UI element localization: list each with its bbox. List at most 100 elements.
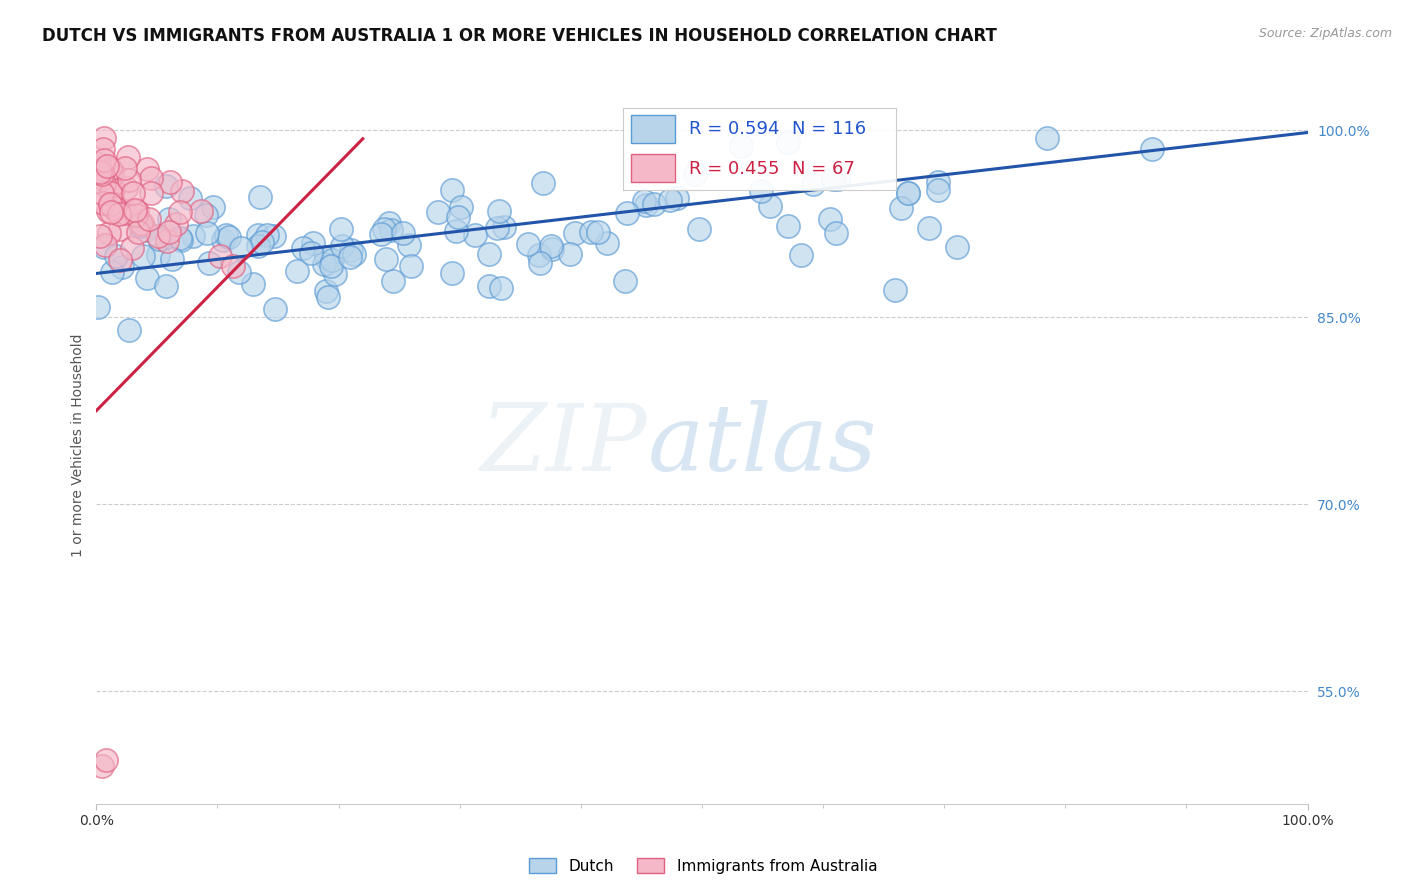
Point bbox=[441, 266, 464, 280]
Point bbox=[231, 241, 253, 255]
Point bbox=[114, 161, 136, 175]
Point bbox=[256, 228, 278, 243]
Point bbox=[131, 217, 153, 231]
Point bbox=[115, 181, 138, 195]
Point bbox=[540, 239, 562, 253]
Point bbox=[139, 170, 162, 185]
Point bbox=[198, 255, 221, 269]
Point bbox=[485, 221, 508, 235]
Point bbox=[134, 223, 156, 237]
Point bbox=[447, 210, 470, 224]
Point bbox=[117, 151, 139, 165]
Point bbox=[89, 165, 111, 179]
Point bbox=[426, 205, 449, 219]
Point bbox=[596, 235, 619, 250]
Point bbox=[146, 229, 169, 244]
Point bbox=[157, 212, 180, 227]
Point bbox=[97, 204, 120, 219]
Point bbox=[516, 236, 538, 251]
Text: Source: ZipAtlas.com: Source: ZipAtlas.com bbox=[1258, 27, 1392, 40]
Point bbox=[135, 162, 157, 177]
Point bbox=[440, 183, 463, 197]
Point bbox=[242, 277, 264, 291]
Point bbox=[165, 217, 187, 231]
Point bbox=[98, 197, 121, 211]
Point bbox=[399, 259, 422, 273]
Point bbox=[380, 223, 402, 237]
Point bbox=[211, 233, 233, 247]
Point bbox=[249, 190, 271, 204]
Text: atlas: atlas bbox=[647, 400, 877, 490]
Point bbox=[93, 131, 115, 145]
Point bbox=[170, 233, 193, 247]
Point bbox=[818, 212, 841, 227]
Text: DUTCH VS IMMIGRANTS FROM AUSTRALIA 1 OR MORE VEHICLES IN HOUSEHOLD CORRELATION C: DUTCH VS IMMIGRANTS FROM AUSTRALIA 1 OR … bbox=[42, 27, 997, 45]
Point bbox=[94, 238, 117, 252]
Point bbox=[155, 179, 177, 194]
Point bbox=[884, 283, 907, 297]
Point bbox=[897, 186, 920, 200]
Point bbox=[291, 241, 314, 255]
Point bbox=[156, 234, 179, 248]
Point bbox=[125, 203, 148, 218]
Point bbox=[321, 252, 343, 267]
Point bbox=[139, 186, 162, 200]
Point bbox=[215, 227, 238, 242]
Point bbox=[91, 167, 114, 181]
Point bbox=[370, 227, 392, 241]
Point bbox=[749, 184, 772, 198]
Point bbox=[247, 239, 270, 253]
Point bbox=[730, 138, 752, 153]
Point bbox=[824, 226, 846, 240]
Point bbox=[222, 259, 245, 273]
Point bbox=[540, 242, 562, 256]
Point bbox=[91, 195, 114, 210]
Point bbox=[527, 248, 550, 262]
Point bbox=[339, 251, 361, 265]
Point bbox=[157, 225, 180, 239]
Point bbox=[90, 170, 112, 185]
Point bbox=[558, 247, 581, 261]
Point bbox=[659, 193, 682, 207]
Point bbox=[1036, 131, 1059, 145]
Point bbox=[801, 177, 824, 191]
Point bbox=[98, 162, 121, 177]
Point bbox=[382, 274, 405, 288]
Point bbox=[666, 191, 689, 205]
Point bbox=[636, 198, 658, 212]
Point bbox=[93, 240, 115, 254]
Point bbox=[339, 243, 361, 257]
Point bbox=[108, 221, 131, 235]
Point bbox=[494, 219, 516, 234]
Point bbox=[688, 221, 710, 235]
Point bbox=[918, 220, 941, 235]
Point bbox=[96, 159, 118, 173]
Point bbox=[946, 240, 969, 254]
Point bbox=[98, 198, 121, 212]
Point bbox=[172, 184, 194, 198]
Point bbox=[155, 279, 177, 293]
Point bbox=[114, 206, 136, 220]
Point bbox=[118, 323, 141, 337]
Point bbox=[758, 199, 780, 213]
Y-axis label: 1 or more Vehicles in Household: 1 or more Vehicles in Household bbox=[72, 334, 86, 557]
Point bbox=[181, 229, 204, 244]
Point bbox=[264, 302, 287, 317]
Point bbox=[93, 153, 115, 167]
Point bbox=[247, 227, 270, 242]
Point bbox=[121, 241, 143, 255]
Point bbox=[208, 249, 231, 263]
Point bbox=[614, 274, 637, 288]
Point bbox=[827, 171, 849, 186]
Point bbox=[488, 203, 510, 218]
Point bbox=[776, 135, 799, 149]
Point bbox=[374, 252, 396, 266]
Point bbox=[927, 183, 949, 197]
Point bbox=[148, 231, 170, 245]
Point bbox=[321, 260, 343, 274]
Point bbox=[98, 181, 121, 195]
Point bbox=[103, 196, 125, 211]
Point bbox=[129, 219, 152, 233]
Point bbox=[1142, 142, 1164, 156]
Point bbox=[91, 142, 114, 156]
